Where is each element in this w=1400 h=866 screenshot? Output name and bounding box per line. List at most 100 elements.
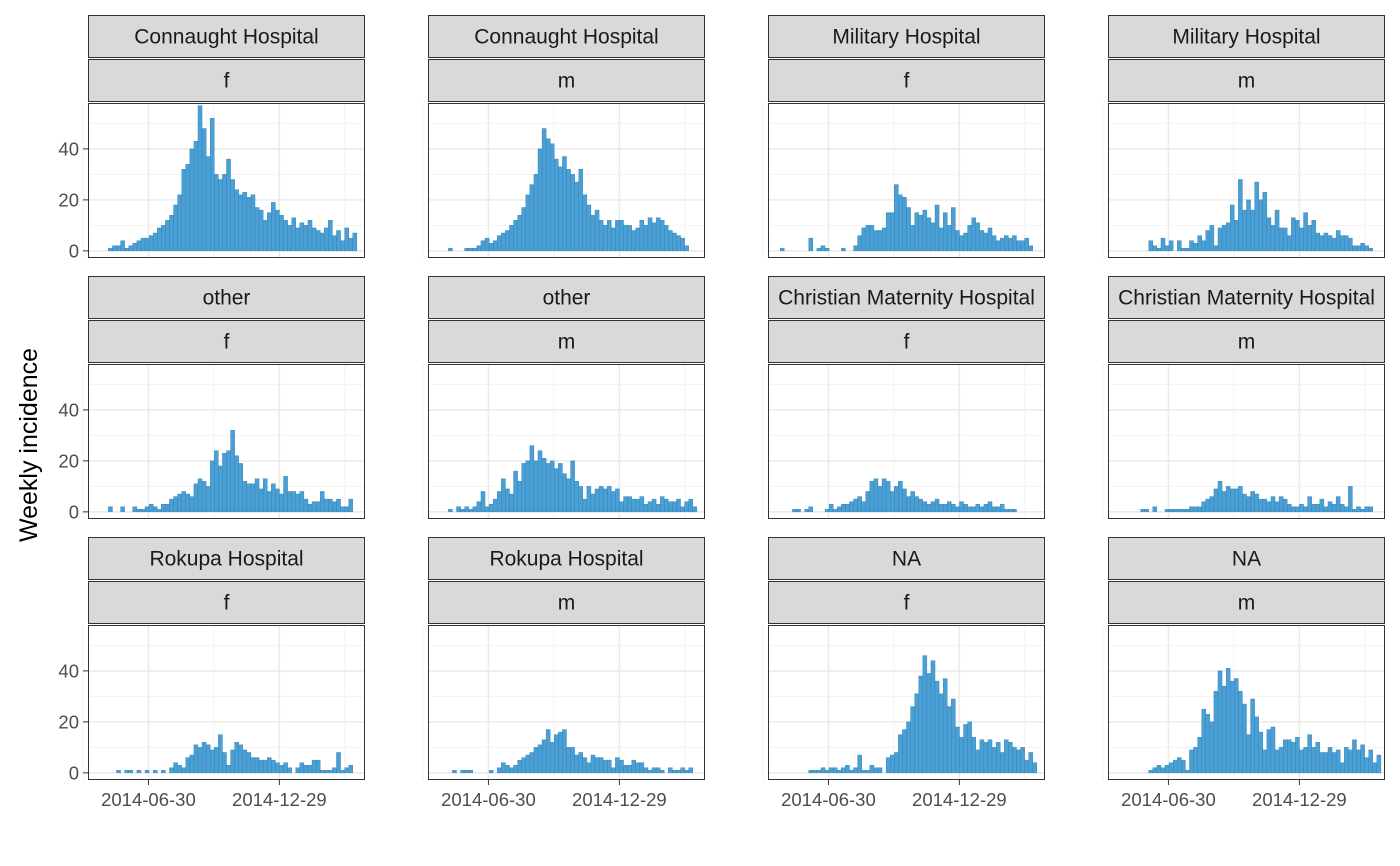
histogram-bar [792,509,797,513]
histogram-bar [124,770,129,774]
histogram-bar [947,706,952,774]
histogram-bar [676,770,681,774]
histogram-bar [590,214,596,252]
histogram-bar [497,491,502,513]
histogram-bar [562,729,567,774]
histogram-bar [315,501,321,513]
histogram-bar [938,504,944,513]
histogram-bar [1028,245,1033,252]
histogram-bar [336,498,341,513]
histogram-bar [1217,670,1223,774]
histogram-bar [311,227,317,252]
histogram-bar [995,506,1001,513]
histogram-bar [558,166,563,252]
histogram-bar [672,501,677,513]
strip-hospital-label: other [203,287,251,310]
histogram-bar [1303,506,1308,513]
histogram-bar [999,752,1005,774]
panel-border [88,103,365,258]
histogram-bar [452,770,457,774]
histogram-bar [1352,509,1357,513]
histogram-bar [979,506,985,513]
strip-gender-label: m [1238,592,1256,615]
histogram-bar [1319,752,1325,774]
histogram-bar [574,481,579,513]
histogram-bar [177,765,182,774]
histogram-bar [488,243,494,252]
strip-hospital [768,15,1045,58]
strip-hospital [1108,15,1385,58]
histogram-bar [578,486,583,513]
histogram-bar [144,237,150,252]
histogram-bar [983,232,989,252]
histogram-bar [1172,759,1178,774]
histogram-bar [1344,506,1349,513]
y-tick-label: 20 [58,450,79,471]
histogram-bar [554,734,559,774]
histogram-bar [311,759,317,774]
histogram-bar [210,118,215,252]
histogram-bar [812,770,818,774]
histogram-bar [1278,496,1284,513]
histogram-bar [1230,488,1235,513]
histogram-bar [197,747,203,774]
histogram-bar [152,506,158,513]
strip-gender [768,320,1045,363]
histogram-bar [1246,496,1251,513]
strip-gender [768,581,1045,624]
histogram-bar [1339,235,1345,252]
histogram-bar [1266,217,1272,252]
histogram-bar [468,248,474,252]
histogram-bar [676,235,681,252]
histogram-bar [533,747,539,774]
histogram-bar [619,759,624,774]
histogram-bar [853,767,858,774]
strip-hospital-label: Christian Maternity Hospital [1118,287,1375,310]
histogram-bar [566,747,571,774]
histogram-bar [991,235,997,252]
histogram-bar [1282,227,1288,252]
histogram-bar [324,770,329,774]
strip-gender-label: f [904,592,910,615]
histogram-bar [877,767,883,774]
histogram-bar [1016,749,1021,774]
histogram-bar [869,481,875,513]
histogram-bar [995,240,1001,252]
histogram-bar [881,478,887,513]
histogram-bar [1323,232,1329,252]
histogram-bar [472,248,478,252]
histogram-bar [955,230,960,252]
histogram-bar [1262,192,1268,252]
histogram-bar [476,245,482,252]
histogram-bar [1307,225,1312,252]
histogram-bar [1234,488,1239,513]
histogram-bar [971,506,976,513]
histogram-bar [1016,240,1021,252]
histogram-bar [676,498,681,513]
histogram-bar [631,498,636,513]
histogram-bar [116,770,121,774]
histogram-bar [999,504,1005,513]
histogram-bar [841,767,846,774]
histogram-bar [570,460,575,513]
histogram-bar [1364,245,1369,252]
histogram-bar [1364,506,1369,513]
histogram-bar [930,222,936,252]
strip-hospital [428,15,705,58]
histogram-bar [189,754,195,774]
histogram-bar [201,481,207,513]
histogram-bar [1323,506,1329,513]
histogram-bar [975,749,981,774]
histogram-bar [214,174,219,252]
histogram-bar [1213,691,1219,774]
histogram-bar [525,754,531,774]
histogram-bar [152,770,158,774]
histogram-bar [246,197,252,252]
histogram-bar [529,184,535,252]
strip-hospital-label: NA [1232,548,1261,571]
histogram-bar [148,504,154,513]
histogram-bar [902,488,907,513]
histogram-bar [991,506,997,513]
histogram-bar [1193,243,1198,252]
histogram-bar [963,504,968,513]
